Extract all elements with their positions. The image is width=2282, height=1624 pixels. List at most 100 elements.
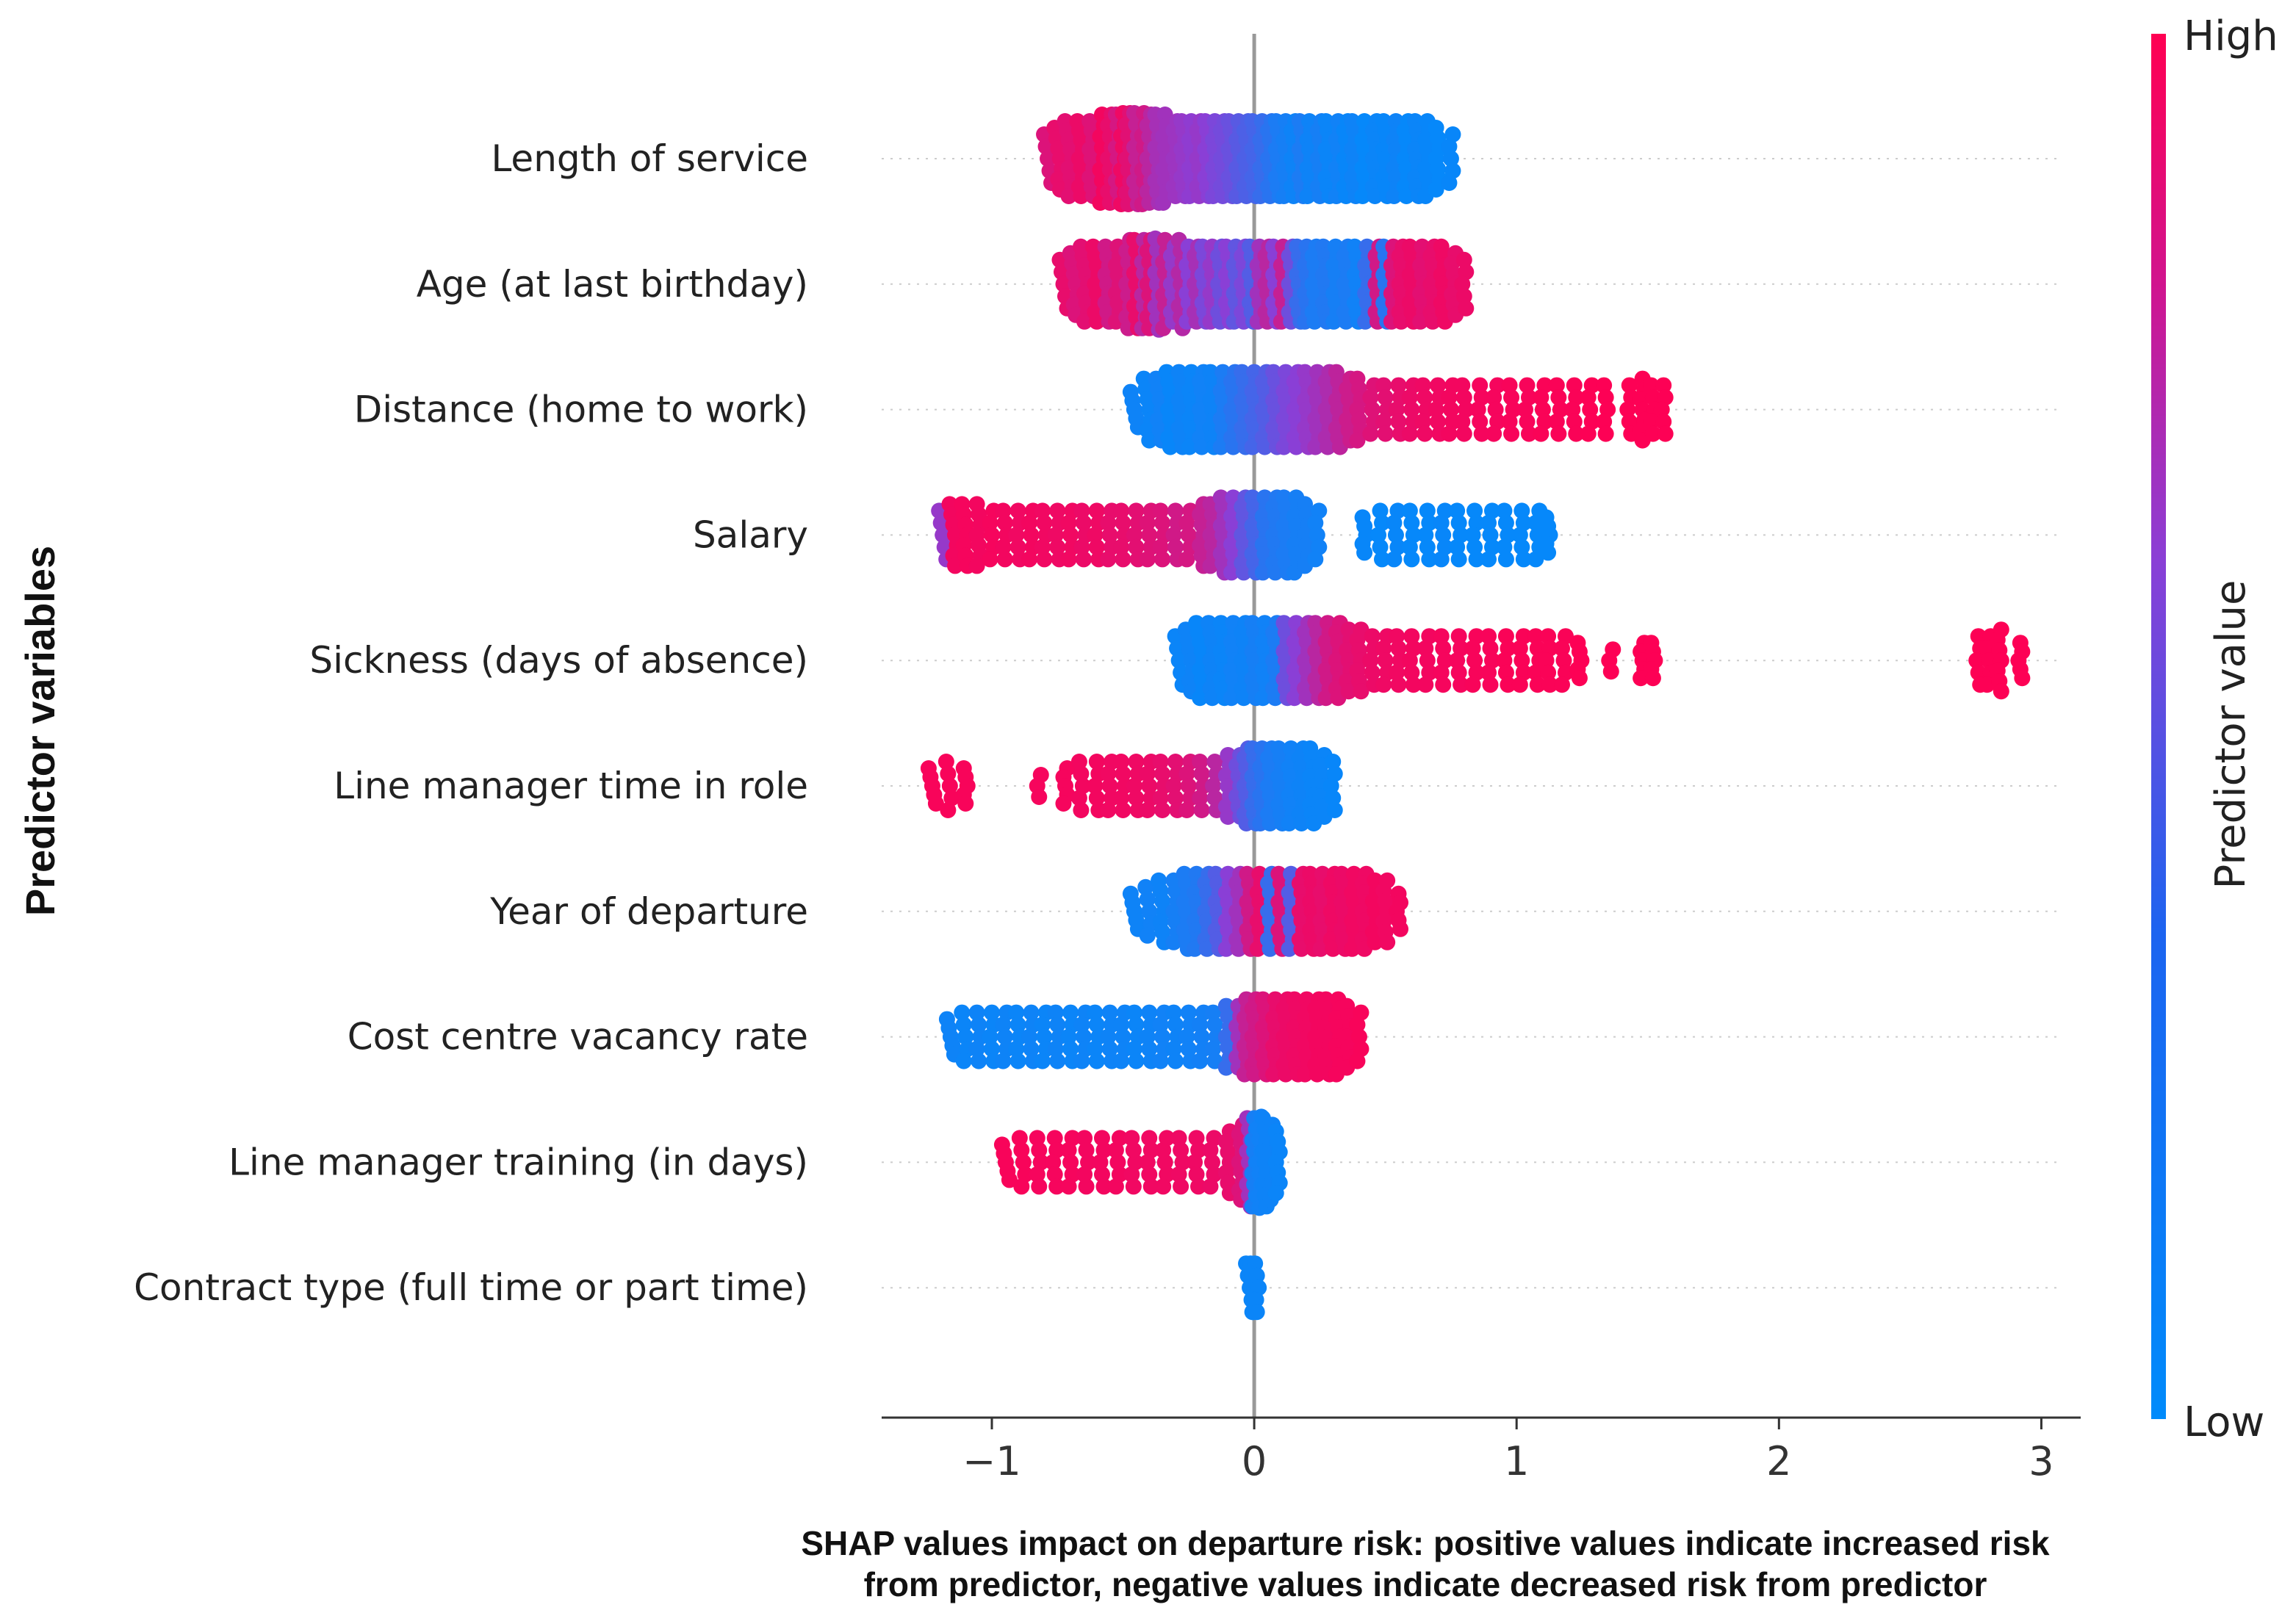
shap-point: [1455, 425, 1472, 442]
shap-point: [1533, 425, 1549, 442]
feature-row-points: [1167, 615, 2031, 707]
shap-point: [946, 557, 963, 574]
shap-point: [1062, 1041, 1079, 1058]
shap-point: [1049, 538, 1066, 555]
shap-point: [1458, 264, 1475, 281]
shap-point: [1392, 920, 1409, 937]
shap-point: [1115, 1028, 1131, 1045]
shap-point: [1472, 377, 1489, 394]
shap-point: [1486, 425, 1502, 442]
shap-point: [1178, 514, 1195, 531]
shap-point: [1322, 778, 1339, 794]
feature-label: Cost centre vacancy rate: [348, 1016, 808, 1058]
shap-point: [1023, 527, 1040, 544]
shap-point: [1375, 676, 1392, 693]
shap-point: [1167, 502, 1184, 519]
shap-point: [1583, 377, 1600, 394]
shap-point: [1139, 1154, 1156, 1171]
shap-point: [1417, 425, 1433, 442]
shap-point: [1419, 652, 1436, 669]
shap-point: [1029, 1130, 1045, 1147]
shap-point: [1036, 1028, 1053, 1045]
shap-point: [1417, 676, 1434, 693]
shap-point: [1137, 878, 1154, 895]
shap-point: [1483, 538, 1500, 555]
shap-point: [1403, 664, 1420, 681]
shap-point: [1087, 1004, 1104, 1021]
shap-point: [1468, 664, 1485, 681]
shap-point: [1011, 1130, 1028, 1147]
shap-point: [1107, 1178, 1124, 1195]
shap-point: [1286, 690, 1303, 707]
shap-point: [1511, 640, 1528, 657]
shap-point: [968, 1041, 985, 1058]
colorbar-low-label: Low: [2184, 1399, 2264, 1446]
shap-point: [1192, 1017, 1209, 1033]
shap-point: [1473, 425, 1490, 442]
shap-point: [1062, 1004, 1079, 1021]
colorbar-high-label: High: [2184, 12, 2278, 60]
shap-point: [1424, 313, 1441, 330]
shap-point: [1152, 790, 1169, 806]
shap-point: [1187, 1154, 1203, 1171]
shap-point: [1571, 670, 1588, 687]
shap-point: [1152, 754, 1169, 770]
shap-point: [1597, 389, 1614, 406]
shap-point: [1370, 527, 1387, 544]
shap-point: [1113, 1053, 1130, 1069]
shap-point: [1023, 1004, 1040, 1021]
shap-point: [1529, 640, 1546, 657]
feature-label: Line manager time in role: [334, 765, 808, 807]
shap-point: [1480, 551, 1497, 568]
shap-point: [1519, 414, 1536, 430]
shap-point: [1193, 439, 1210, 455]
shap-point: [1180, 1041, 1197, 1058]
shap-point: [1311, 538, 1328, 555]
shap-point: [1178, 802, 1195, 818]
shap-point: [1188, 1130, 1205, 1147]
shap-point: [1307, 551, 1324, 568]
shap-point: [1248, 1267, 1265, 1284]
shap-point: [1235, 564, 1252, 581]
shap-point: [1225, 439, 1242, 455]
feature-row-points: [931, 489, 1558, 581]
shap-point: [1203, 690, 1220, 707]
shap-point: [1435, 676, 1452, 693]
shap-point: [1548, 377, 1565, 394]
shap-point: [1180, 778, 1197, 794]
shap-point: [1156, 1154, 1173, 1171]
shap-point: [1970, 664, 1987, 681]
shap-point: [1480, 514, 1497, 531]
shap-point: [1527, 551, 1544, 568]
shap-point: [1126, 778, 1142, 794]
shap-point: [1249, 940, 1266, 957]
shap-point: [1596, 377, 1613, 394]
shap-point: [1159, 1130, 1176, 1147]
shap-point: [1538, 652, 1555, 669]
shap-point: [1364, 628, 1381, 645]
shap-point: [1167, 538, 1184, 555]
shap-point: [1540, 628, 1557, 645]
shap-point: [1540, 664, 1557, 681]
shap-point: [1034, 538, 1051, 555]
shap-point: [1141, 1130, 1158, 1147]
shap-point: [995, 1017, 1012, 1033]
shap-point: [1078, 1178, 1095, 1195]
shap-point: [1657, 389, 1674, 406]
shap-point: [1126, 527, 1142, 544]
shap-point: [1256, 439, 1273, 455]
x-tick-label: 3: [2029, 1438, 2054, 1484]
shap-point: [1312, 940, 1329, 957]
shap-point: [1449, 502, 1466, 519]
shap-point: [1441, 175, 1458, 191]
shap-point: [1582, 401, 1599, 418]
shap-point: [1356, 544, 1373, 561]
shap-point: [1325, 940, 1342, 957]
shap-point: [957, 795, 974, 812]
shap-point: [1139, 891, 1156, 908]
shap-point: [1473, 389, 1490, 406]
shap-point: [1389, 538, 1406, 555]
shap-point: [1297, 1066, 1314, 1083]
shap-point: [1267, 1185, 1284, 1202]
shap-point: [1141, 903, 1158, 920]
